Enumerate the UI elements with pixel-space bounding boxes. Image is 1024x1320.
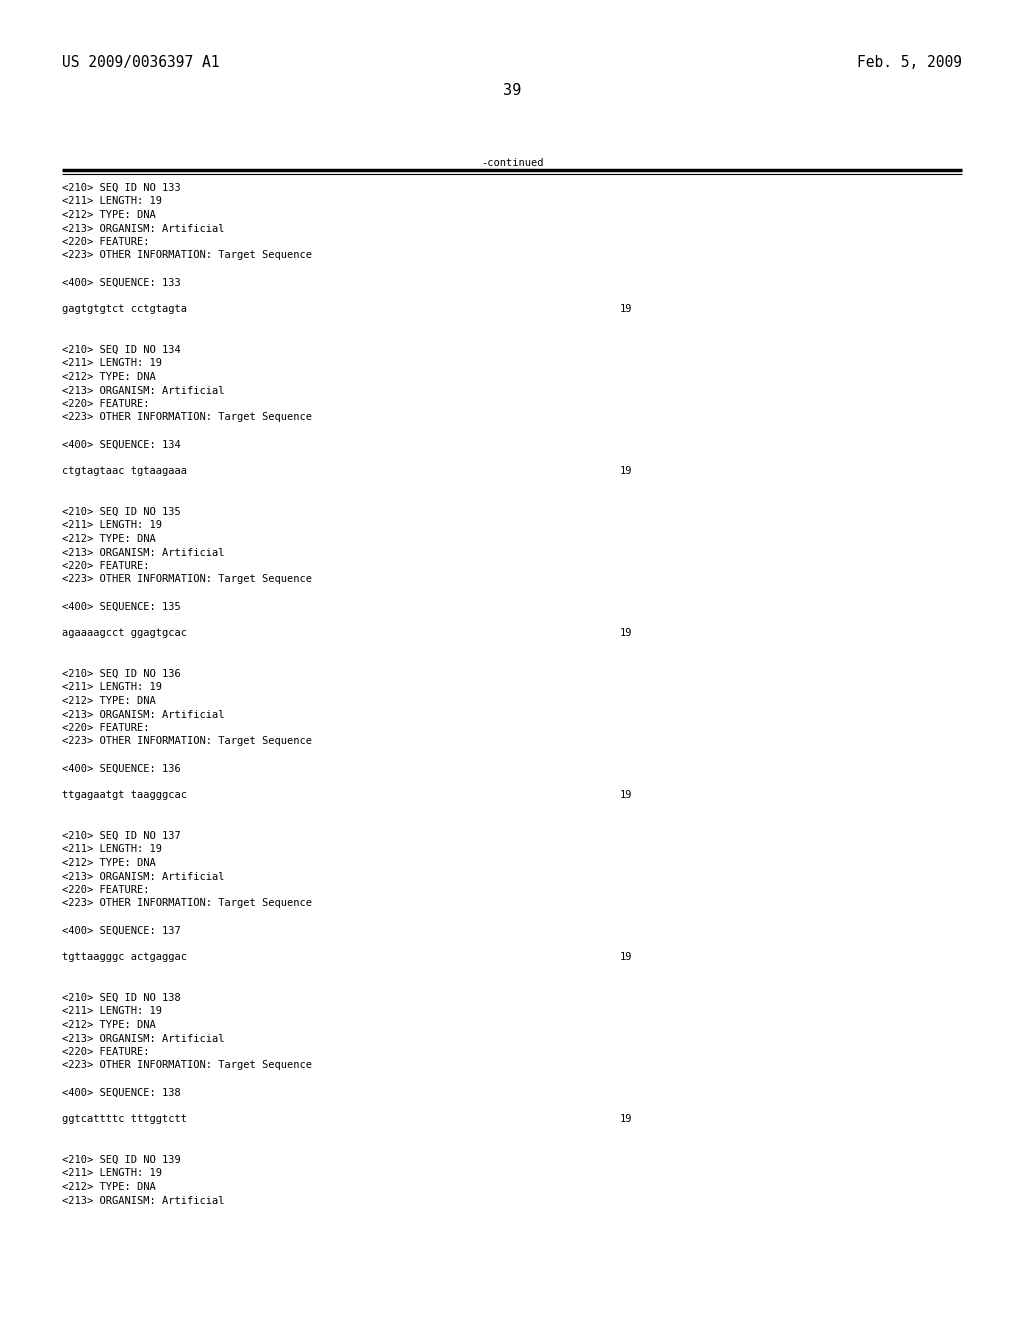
Text: <210> SEQ ID NO 136: <210> SEQ ID NO 136 <box>62 669 181 678</box>
Text: <211> LENGTH: 19: <211> LENGTH: 19 <box>62 1006 162 1016</box>
Text: <220> FEATURE:: <220> FEATURE: <box>62 723 150 733</box>
Text: <211> LENGTH: 19: <211> LENGTH: 19 <box>62 1168 162 1179</box>
Text: <210> SEQ ID NO 134: <210> SEQ ID NO 134 <box>62 345 181 355</box>
Text: <400> SEQUENCE: 134: <400> SEQUENCE: 134 <box>62 440 181 450</box>
Text: US 2009/0036397 A1: US 2009/0036397 A1 <box>62 55 219 70</box>
Text: <210> SEQ ID NO 139: <210> SEQ ID NO 139 <box>62 1155 181 1166</box>
Text: <210> SEQ ID NO 138: <210> SEQ ID NO 138 <box>62 993 181 1003</box>
Text: <400> SEQUENCE: 136: <400> SEQUENCE: 136 <box>62 763 181 774</box>
Text: <223> OTHER INFORMATION: Target Sequence: <223> OTHER INFORMATION: Target Sequence <box>62 1060 312 1071</box>
Text: 19: 19 <box>620 628 633 639</box>
Text: <210> SEQ ID NO 137: <210> SEQ ID NO 137 <box>62 832 181 841</box>
Text: -continued: -continued <box>480 158 544 168</box>
Text: 19: 19 <box>620 953 633 962</box>
Text: <220> FEATURE:: <220> FEATURE: <box>62 561 150 572</box>
Text: <223> OTHER INFORMATION: Target Sequence: <223> OTHER INFORMATION: Target Sequence <box>62 574 312 585</box>
Text: 39: 39 <box>503 83 521 98</box>
Text: 19: 19 <box>620 305 633 314</box>
Text: <210> SEQ ID NO 135: <210> SEQ ID NO 135 <box>62 507 181 517</box>
Text: <213> ORGANISM: Artificial: <213> ORGANISM: Artificial <box>62 385 224 396</box>
Text: <213> ORGANISM: Artificial: <213> ORGANISM: Artificial <box>62 1034 224 1044</box>
Text: <213> ORGANISM: Artificial: <213> ORGANISM: Artificial <box>62 548 224 557</box>
Text: <211> LENGTH: 19: <211> LENGTH: 19 <box>62 359 162 368</box>
Text: <400> SEQUENCE: 137: <400> SEQUENCE: 137 <box>62 925 181 936</box>
Text: <220> FEATURE:: <220> FEATURE: <box>62 1047 150 1057</box>
Text: <400> SEQUENCE: 135: <400> SEQUENCE: 135 <box>62 602 181 611</box>
Text: <211> LENGTH: 19: <211> LENGTH: 19 <box>62 845 162 854</box>
Text: 19: 19 <box>620 1114 633 1125</box>
Text: agaaaagcct ggagtgcac: agaaaagcct ggagtgcac <box>62 628 187 639</box>
Text: <211> LENGTH: 19: <211> LENGTH: 19 <box>62 682 162 693</box>
Text: <210> SEQ ID NO 133: <210> SEQ ID NO 133 <box>62 183 181 193</box>
Text: ctgtagtaac tgtaagaaa: ctgtagtaac tgtaagaaa <box>62 466 187 477</box>
Text: <212> TYPE: DNA: <212> TYPE: DNA <box>62 210 156 220</box>
Text: gagtgtgtct cctgtagta: gagtgtgtct cctgtagta <box>62 305 187 314</box>
Text: ggtcattttc tttggtctt: ggtcattttc tttggtctt <box>62 1114 187 1125</box>
Text: <212> TYPE: DNA: <212> TYPE: DNA <box>62 535 156 544</box>
Text: <400> SEQUENCE: 138: <400> SEQUENCE: 138 <box>62 1088 181 1097</box>
Text: <211> LENGTH: 19: <211> LENGTH: 19 <box>62 520 162 531</box>
Text: <213> ORGANISM: Artificial: <213> ORGANISM: Artificial <box>62 223 224 234</box>
Text: <220> FEATURE:: <220> FEATURE: <box>62 884 150 895</box>
Text: <212> TYPE: DNA: <212> TYPE: DNA <box>62 372 156 381</box>
Text: 19: 19 <box>620 791 633 800</box>
Text: <211> LENGTH: 19: <211> LENGTH: 19 <box>62 197 162 206</box>
Text: <400> SEQUENCE: 133: <400> SEQUENCE: 133 <box>62 277 181 288</box>
Text: <223> OTHER INFORMATION: Target Sequence: <223> OTHER INFORMATION: Target Sequence <box>62 899 312 908</box>
Text: <212> TYPE: DNA: <212> TYPE: DNA <box>62 1181 156 1192</box>
Text: <220> FEATURE:: <220> FEATURE: <box>62 399 150 409</box>
Text: <212> TYPE: DNA: <212> TYPE: DNA <box>62 1020 156 1030</box>
Text: ttgagaatgt taagggcac: ttgagaatgt taagggcac <box>62 791 187 800</box>
Text: <213> ORGANISM: Artificial: <213> ORGANISM: Artificial <box>62 1196 224 1205</box>
Text: <212> TYPE: DNA: <212> TYPE: DNA <box>62 696 156 706</box>
Text: Feb. 5, 2009: Feb. 5, 2009 <box>857 55 962 70</box>
Text: tgttaagggc actgaggac: tgttaagggc actgaggac <box>62 953 187 962</box>
Text: <212> TYPE: DNA: <212> TYPE: DNA <box>62 858 156 869</box>
Text: <223> OTHER INFORMATION: Target Sequence: <223> OTHER INFORMATION: Target Sequence <box>62 737 312 747</box>
Text: <213> ORGANISM: Artificial: <213> ORGANISM: Artificial <box>62 871 224 882</box>
Text: <223> OTHER INFORMATION: Target Sequence: <223> OTHER INFORMATION: Target Sequence <box>62 251 312 260</box>
Text: <213> ORGANISM: Artificial: <213> ORGANISM: Artificial <box>62 710 224 719</box>
Text: 19: 19 <box>620 466 633 477</box>
Text: <223> OTHER INFORMATION: Target Sequence: <223> OTHER INFORMATION: Target Sequence <box>62 412 312 422</box>
Text: <220> FEATURE:: <220> FEATURE: <box>62 238 150 247</box>
